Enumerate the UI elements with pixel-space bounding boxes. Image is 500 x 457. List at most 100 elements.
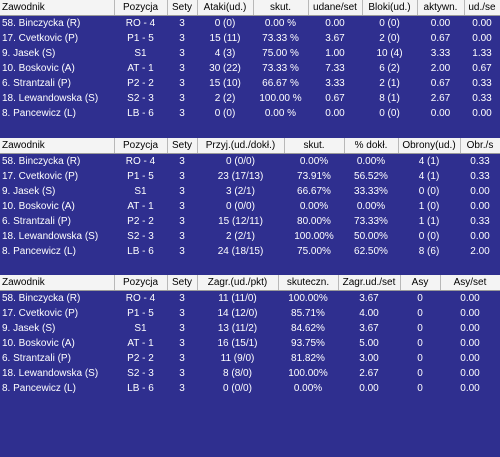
table-cell: 0.00 % [264, 108, 297, 119]
table-cell: 0 (0) [418, 231, 440, 242]
player-name-cell: 6. Strantzali (P) [2, 216, 71, 227]
player-name-cell: 17. Cvetkovic (P) [2, 308, 79, 319]
attack-stats-table: Zawodnik Pozycja Sety Ataki(ud.) skut. u… [0, 0, 500, 121]
table-cell: 5.00 [359, 338, 379, 349]
table-row[interactable]: 6. Strantzali (P) P2 - 2 3 15 (12/11) 80.00%… [0, 214, 500, 229]
table-cell: 3 [179, 93, 185, 104]
table-row[interactable]: 58. Binczycka (R) RO - 4 3 0 (0/0) 0.00% 0.00… [0, 154, 500, 170]
table-row[interactable]: 10. Boskovic (A) AT - 1 3 0 (0/0) 0.00% 0.00%… [0, 199, 500, 214]
table-cell: 0.00% [299, 156, 329, 167]
table-cell: 24 (18/15) [217, 246, 264, 257]
column-header-activity[interactable]: aktywn. [417, 0, 465, 16]
column-header-sets[interactable]: Sety [167, 0, 198, 16]
table-row[interactable]: 17. Cvetkovic (P) P1 - 5 3 15 (11) 73.33 % 3.… [0, 31, 500, 46]
column-header-aces-per-set[interactable]: Asy/set [440, 275, 500, 291]
table-row[interactable]: 17. Cvetkovic (P) P1 - 5 3 23 (17/13) 73.91%… [0, 169, 500, 184]
player-name-cell: 58. Binczycka (R) [2, 18, 81, 29]
table-cell: 15 (12/11) [218, 216, 263, 227]
reception-stats-table: Zawodnik Pozycja Sety Przyj.(ud./dokł.) … [0, 138, 500, 259]
table-cell: 1.33 [472, 48, 492, 59]
table-cell: 84.62% [291, 323, 325, 334]
table-cell: 93.75% [291, 338, 325, 349]
table-cell: 56.52% [354, 171, 388, 182]
player-name-cell: 10. Boskovic (A) [2, 338, 75, 349]
table-cell: AT - 1 [127, 338, 154, 349]
table-cell: 0 [417, 368, 423, 379]
table-cell: 0 [417, 353, 423, 364]
table-row[interactable]: 10. Boskovic (A) AT - 1 3 30 (22) 73.33 % 7.3… [0, 61, 500, 76]
reception-table-body: 58. Binczycka (R) RO - 4 3 0 (0/0) 0.00% 0.00… [0, 154, 500, 260]
table-cell: 0.67 [325, 93, 345, 104]
table-row[interactable]: 8. Pancewicz (L) LB - 6 3 0 (0) 0.00 % 0.00 0 … [0, 106, 500, 121]
column-header-player[interactable]: Zawodnik [0, 275, 115, 291]
table-row[interactable]: 6. Strantzali (P) P2 - 2 3 11 (9/0) 81.82% 3.… [0, 351, 500, 366]
table-cell: 73.33 % [262, 33, 299, 44]
table-row[interactable]: 18. Lewandowska (S) S2 - 3 3 2 (2) 100.00 % 0… [0, 91, 500, 106]
table-row[interactable]: 9. Jasek (S) S1 3 3 (2/1) 66.67% 33.33% 0 (0) 0… [0, 184, 500, 199]
table-row[interactable]: 58. Binczycka (R) RO - 4 3 11 (11/0) 100.00%… [0, 291, 500, 307]
table-cell: S1 [134, 186, 147, 197]
table-cell: 0.33 [470, 156, 490, 167]
table-cell: 4 (1) [418, 171, 440, 182]
table-row[interactable]: 18. Lewandowska (S) S2 - 3 3 8 (8/0) 100.00%… [0, 366, 500, 381]
table-row[interactable]: 9. Jasek (S) S1 3 4 (3) 75.00 % 1.00 10 (4) 3.3… [0, 46, 500, 61]
table-cell: RO - 4 [125, 18, 156, 29]
column-header-position[interactable]: Pozycja [114, 275, 168, 291]
table-cell: 62.50% [354, 246, 388, 257]
table-row[interactable]: 8. Pancewicz (L) LB - 6 3 24 (18/15) 75.00% 6… [0, 244, 500, 259]
column-header-receptions[interactable]: Przyj.(ud./dokł.) [197, 138, 285, 154]
table-cell: P1 - 5 [127, 171, 154, 182]
column-header-sets[interactable]: Sety [167, 275, 198, 291]
column-header-player[interactable]: Zawodnik [0, 0, 115, 16]
table-cell: 0.00 [472, 33, 492, 44]
column-header-blocks-per-set[interactable]: ud./se [464, 0, 500, 16]
table-cell: 73.91% [297, 171, 331, 182]
column-header-position[interactable]: Pozycja [114, 138, 168, 154]
table-cell: 0 [417, 383, 423, 394]
column-header-serves-per-set[interactable]: Zagr.ud./set [338, 275, 401, 291]
table-cell: 0.00 [325, 108, 345, 119]
table-cell: 0.00% [356, 201, 386, 212]
column-header-sets[interactable]: Sety [167, 138, 198, 154]
table-cell: 11 (11/0) [218, 293, 257, 304]
player-name-cell: 9. Jasek (S) [2, 323, 56, 334]
table-cell: 0 [417, 308, 423, 319]
table-cell: 0.00% [293, 383, 323, 394]
table-cell: 3.33 [430, 48, 451, 59]
column-header-blocks[interactable]: Bloki(ud.) [362, 0, 418, 16]
column-header-digs-per-set[interactable]: Obr./s [460, 138, 500, 154]
table-row[interactable]: 6. Strantzali (P) P2 - 2 3 15 (10) 66.67 % 3.… [0, 76, 500, 91]
table-cell: 3 [179, 293, 185, 304]
table-cell: 7.33 [325, 63, 345, 74]
column-header-aces[interactable]: Asy [400, 275, 441, 291]
table-cell: 0.00% [299, 201, 329, 212]
column-header-serves[interactable]: Zagr.(ud./pkt) [197, 275, 279, 291]
table-cell: 0.00 % [264, 18, 297, 29]
column-header-position[interactable]: Pozycja [114, 0, 168, 16]
column-header-efficiency[interactable]: skut. [253, 0, 309, 16]
table-row[interactable]: 17. Cvetkovic (P) P1 - 5 3 14 (12/0) 85.71% 4… [0, 306, 500, 321]
table-row[interactable]: 18. Lewandowska (S) S2 - 3 3 2 (2/1) 100.00%… [0, 229, 500, 244]
table-cell: 75.00 % [262, 48, 299, 59]
table-cell: 0.00 [460, 308, 480, 319]
table-cell: 3 [179, 201, 185, 212]
column-header-efficiency[interactable]: skut. [284, 138, 345, 154]
reception-stats-panel: Zawodnik Pozycja Sety Przyj.(ud./dokł.) … [0, 138, 500, 259]
table-row[interactable]: 10. Boskovic (A) AT - 1 3 16 (15/1) 93.75% 5.… [0, 336, 500, 351]
table-cell: 8 (6) [418, 246, 440, 257]
column-header-efficiency[interactable]: skuteczn. [278, 275, 339, 291]
column-header-player[interactable]: Zawodnik [0, 138, 115, 154]
column-header-digs[interactable]: Obrony(ud.) [398, 138, 461, 154]
table-cell: 0.00 [470, 186, 490, 197]
column-header-successful-per-set[interactable]: udane/set [308, 0, 363, 16]
table-row[interactable]: 9. Jasek (S) S1 3 13 (11/2) 84.62% 3.67 0 0.00 [0, 321, 500, 336]
table-cell: 15 (10) [209, 78, 241, 89]
column-header-accuracy[interactable]: % dokł. [344, 138, 399, 154]
column-header-attacks[interactable]: Ataki(ud.) [197, 0, 254, 16]
table-row[interactable]: 8. Pancewicz (L) LB - 6 3 0 (0/0) 0.00% 0.00 0… [0, 381, 500, 396]
player-name-cell: 8. Pancewicz (L) [2, 108, 76, 119]
table-row[interactable]: 58. Binczycka (R) RO - 4 3 0 (0) 0.00 % 0.00 0… [0, 16, 500, 32]
table-cell: 1 (0) [418, 201, 440, 212]
table-cell: 2.00 [470, 246, 490, 257]
table-cell: 3 [179, 308, 185, 319]
